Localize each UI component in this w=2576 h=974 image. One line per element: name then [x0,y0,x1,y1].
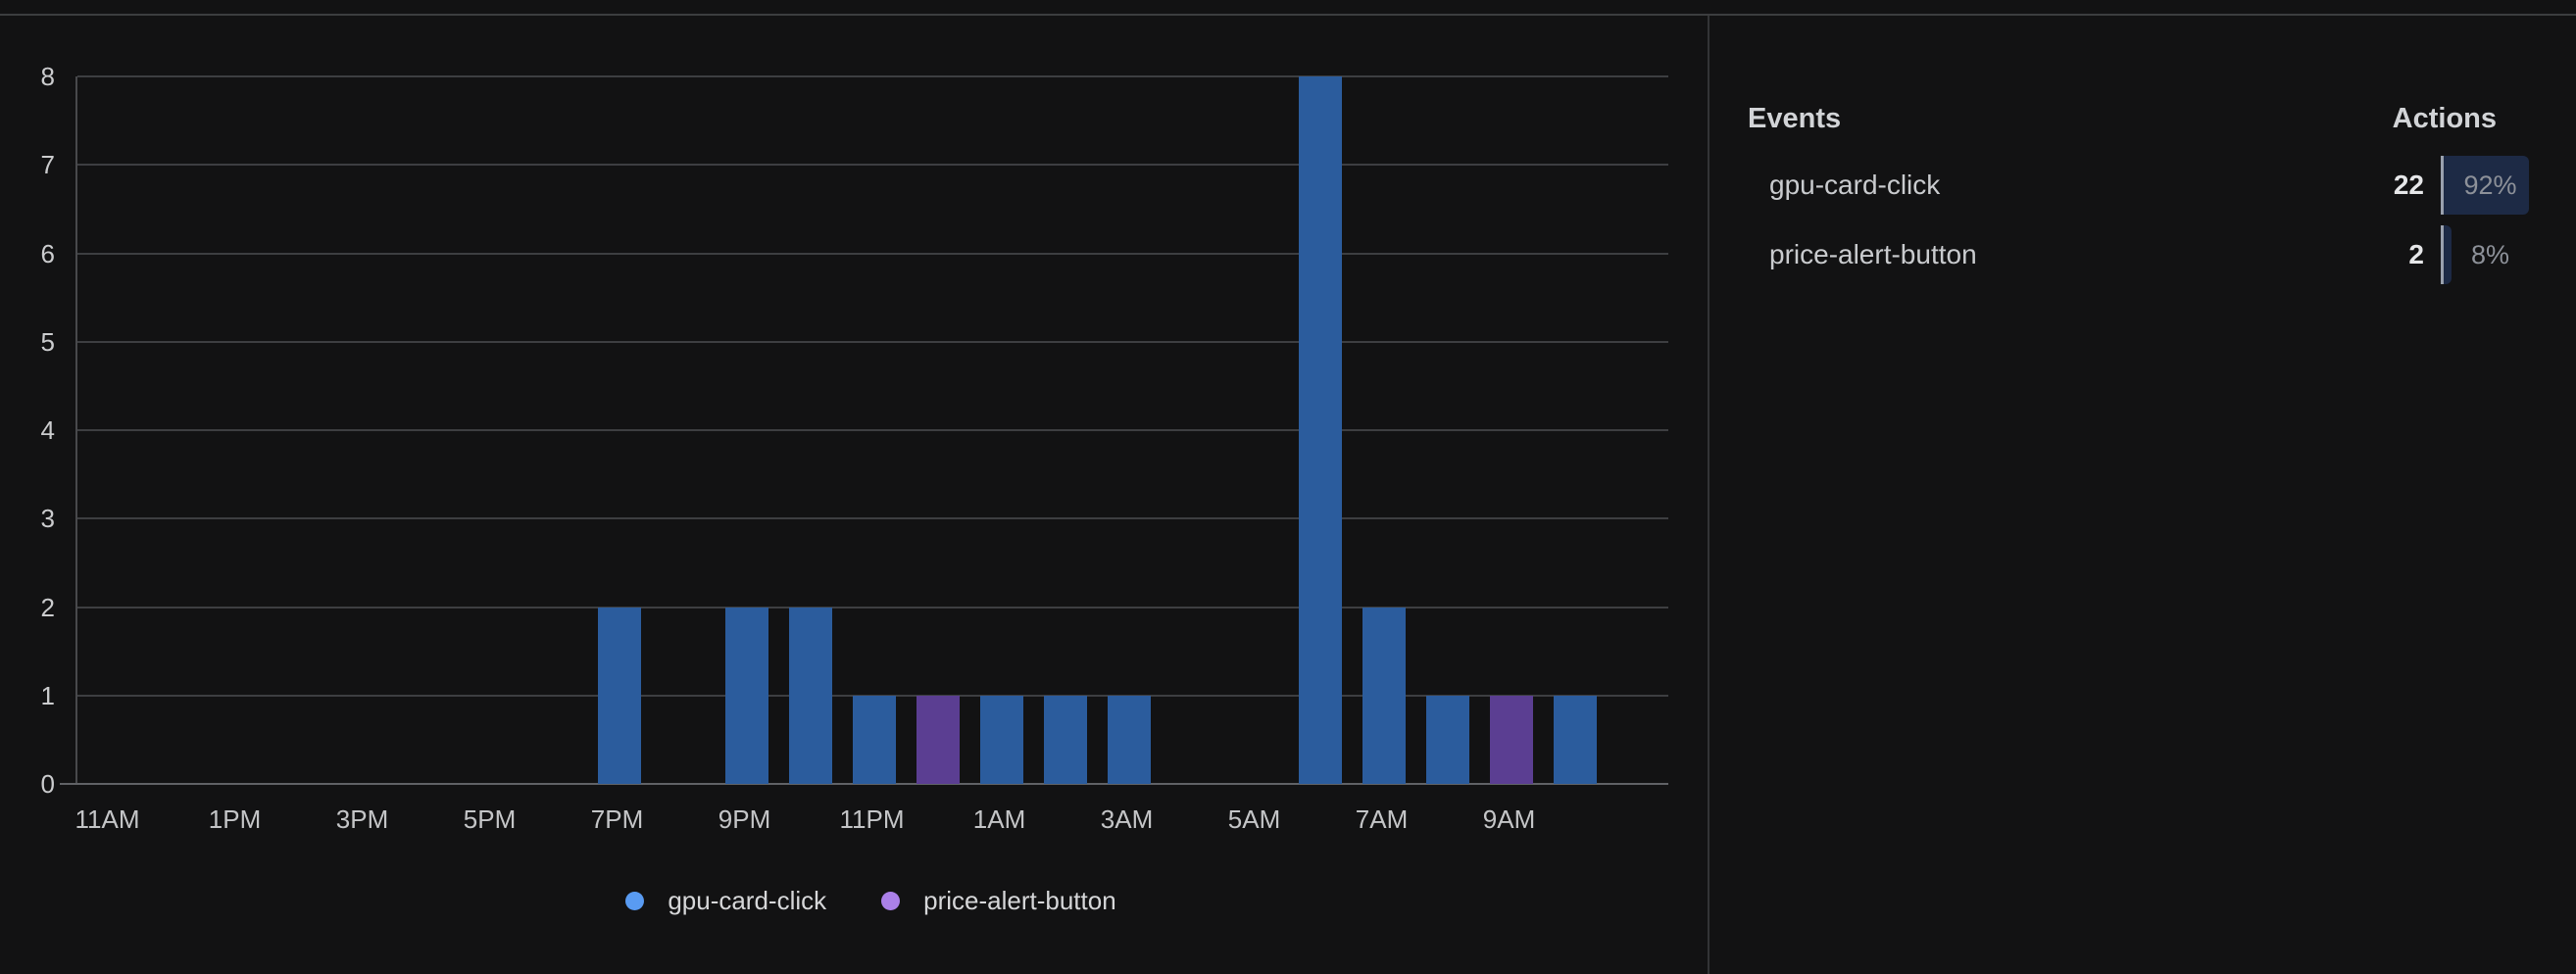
chart-legend: gpu-card-click price-alert-button [75,881,1666,920]
y-tick-label-2: 2 [40,592,55,622]
bar-gpu-card-click-2am[interactable] [1043,695,1087,784]
top-border [0,14,2576,16]
bar-gpu-card-click-10am[interactable] [1553,695,1597,784]
x-tick-label-3pm: 3PM [335,804,389,834]
x-tick-label-7am: 7AM [1355,804,1409,834]
y-tick-label-5: 5 [40,326,55,357]
bar-gpu-card-click-10pm[interactable] [788,607,832,784]
percent-fill [2444,225,2452,284]
bar-gpu-card-click-7pm[interactable] [597,607,641,784]
y-axis-labels: 0 1 2 3 4 5 6 7 8 [0,62,55,799]
bar-gpu-card-click-3am[interactable] [1107,695,1151,784]
x-axis-line [60,783,1668,785]
bar-price-alert-button-9am[interactable] [1489,695,1533,784]
y-tick-label-8: 8 [40,62,55,91]
event-row-price-alert-button[interactable]: price-alert-button 2 8% [1709,225,2576,284]
bar-gpu-card-click-9pm[interactable] [724,607,768,784]
x-tick-label-5pm: 5PM [463,804,517,834]
panel-divider [1708,16,1709,974]
actions-column-header: Actions [2392,103,2497,134]
event-name: gpu-card-click [1769,170,1941,200]
legend-label: gpu-card-click [668,885,827,915]
x-tick-label-11pm: 11PM [839,804,905,834]
bar-gpu-card-click-11pm[interactable] [852,695,896,784]
x-tick-label-1pm: 1PM [208,804,262,834]
x-tick-label-11am: 11AM [74,804,140,834]
bar-gpu-card-click-1am[interactable] [979,695,1023,784]
event-count: 22 [2393,170,2424,200]
x-axis-labels: 11AM 1PM 3PM 5PM 7PM 9PM 11PM 1AM 3AM 5AM 7AM 9AM [75,798,1666,841]
legend-item-price-alert-button[interactable]: price-alert-button [881,886,1116,916]
y-tick-label-1: 1 [40,680,55,710]
event-count: 2 [2408,239,2424,269]
bar-gpu-card-click-7am[interactable] [1362,607,1406,784]
legend-dot-gpu-card-click [625,891,645,910]
x-tick-label-9am: 9AM [1482,804,1536,834]
bar-price-alert-button-12am[interactable] [916,695,960,784]
gridline-y7 [77,164,1668,167]
legend-label: price-alert-button [923,885,1116,915]
x-tick-label-9pm: 9PM [718,804,771,834]
events-panel: Events Actions gpu-card-click 22 92% price-… [1709,14,2576,974]
percent-label: 92% [2463,170,2517,200]
gridline-y6 [77,252,1668,255]
legend-item-gpu-card-click[interactable]: gpu-card-click [625,886,826,916]
bar-gpu-card-click-6am[interactable] [1298,76,1342,784]
bar-gpu-card-click-8am[interactable] [1425,695,1469,784]
events-panel-header: Events Actions [1709,99,2576,138]
gridline-y5 [77,340,1668,343]
percent-badge: 92% [2441,156,2537,215]
percent-badge: 8% [2441,225,2537,284]
y-tick-label-7: 7 [40,150,55,180]
y-tick-label-0: 0 [40,769,55,799]
x-tick-label-5am: 5AM [1227,804,1281,834]
legend-dot-price-alert-button [881,891,901,910]
gridline-y4 [77,429,1668,431]
gridline-y2 [77,606,1668,609]
event-name: price-alert-button [1769,239,1977,269]
percent-fill [2444,156,2530,215]
x-tick-label-7pm: 7PM [590,804,644,834]
y-tick-label-4: 4 [40,415,55,445]
y-tick-label-3: 3 [40,504,55,534]
bar-chart-plot-area [60,75,1668,785]
event-row-gpu-card-click[interactable]: gpu-card-click 22 92% [1709,156,2576,215]
events-column-header: Events [1748,103,1842,134]
percent-label: 8% [2470,239,2510,269]
y-tick-label-6: 6 [40,238,55,268]
gridline-y3 [77,517,1668,520]
gridline-y8 [77,75,1668,77]
x-tick-label-1am: 1AM [972,804,1026,834]
x-tick-label-3am: 3AM [1100,804,1154,834]
